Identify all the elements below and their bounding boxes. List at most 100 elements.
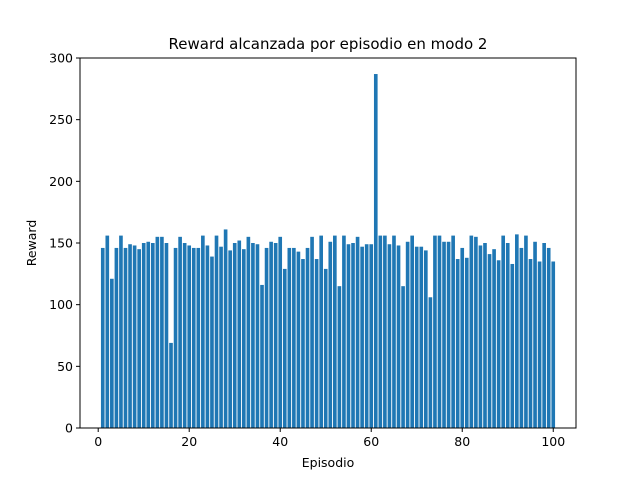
bar-episode-66 (396, 245, 401, 428)
bar-episode-43 (292, 247, 296, 428)
bar-episode-45 (301, 259, 305, 428)
bar-episode-13 (155, 236, 160, 428)
bar-episode-5 (119, 235, 123, 428)
bar-episode-8 (132, 245, 137, 428)
bar-episode-61 (373, 74, 378, 428)
x-tick-label: 100 (541, 434, 565, 449)
x-tick-label: 80 (454, 434, 470, 449)
bar-episode-26 (214, 235, 219, 428)
bar-episode-99 (546, 247, 551, 428)
bar-episode-82 (469, 235, 474, 428)
bar-episode-69 (410, 235, 414, 428)
bar-episode-4 (114, 247, 119, 428)
bar-episode-27 (219, 246, 223, 428)
bar-episode-76 (442, 241, 446, 428)
bar-episode-6 (123, 247, 128, 428)
bar-episode-56 (351, 243, 355, 428)
bar-episode-40 (278, 236, 283, 428)
bar-episode-33 (246, 236, 251, 428)
x-axis-label: Episodio (302, 455, 355, 470)
bar-episode-16 (169, 342, 173, 428)
bar-episode-41 (282, 268, 287, 428)
bar-episode-32 (242, 249, 246, 428)
x-axis: 0 20 40 60 80 100 (94, 428, 565, 449)
y-tick-label: 50 (57, 359, 73, 374)
x-tick-label: 0 (94, 434, 102, 449)
bar-episode-83 (474, 236, 478, 428)
x-tick-label: 20 (181, 434, 197, 449)
bar-episode-96 (533, 241, 537, 428)
bar-episode-84 (478, 245, 483, 428)
bar-episode-28 (223, 229, 228, 428)
bar-episode-48 (314, 259, 319, 428)
bar-episode-79 (455, 259, 460, 428)
bar-episode-14 (160, 236, 164, 428)
bar-episode-22 (196, 247, 201, 428)
bar-episode-34 (251, 243, 255, 428)
bar-episode-67 (401, 286, 405, 428)
bar-episode-10 (141, 243, 146, 428)
bar-episode-68 (405, 241, 410, 428)
bar-episode-21 (191, 247, 196, 428)
bar-episode-55 (346, 244, 351, 428)
bar-episode-50 (323, 268, 328, 428)
bar-episode-72 (424, 250, 428, 428)
y-tick-label: 0 (65, 421, 73, 436)
bar-episode-77 (446, 241, 451, 428)
bar-episode-94 (524, 235, 528, 428)
bar-episode-90 (505, 243, 510, 428)
bar-episode-80 (460, 247, 465, 428)
bar-episode-91 (510, 263, 515, 428)
bar-episode-78 (451, 235, 455, 428)
bar-episode-15 (164, 243, 169, 428)
y-axis: 0 50 100 150 200 250 300 (49, 51, 80, 436)
bar-episode-93 (519, 247, 524, 428)
bars-group (100, 74, 556, 428)
bar-episode-11 (146, 241, 151, 428)
bar-episode-49 (319, 235, 323, 428)
bar-episode-39 (273, 243, 278, 428)
bar-episode-92 (515, 234, 519, 428)
bar-episode-75 (437, 235, 442, 428)
bar-episode-37 (264, 247, 269, 428)
bar-episode-17 (173, 247, 178, 428)
bar-episode-100 (551, 261, 556, 428)
bar-episode-25 (210, 256, 214, 428)
y-tick-label: 300 (49, 51, 73, 66)
bar-episode-47 (310, 236, 314, 428)
bar-episode-52 (333, 235, 337, 428)
chart-title: Reward alcanzada por episodio en modo 2 (169, 35, 488, 53)
y-axis-label: Reward (24, 220, 39, 267)
bar-episode-71 (419, 246, 424, 428)
bar-episode-57 (355, 236, 360, 428)
x-tick-label: 60 (363, 434, 379, 449)
bar-episode-85 (483, 243, 487, 428)
bar-episode-24 (205, 245, 210, 428)
bar-episode-51 (328, 241, 333, 428)
bar-episode-58 (360, 246, 364, 428)
bar-episode-42 (287, 247, 292, 428)
bar-episode-73 (428, 297, 433, 428)
bar-episode-88 (496, 260, 501, 428)
bar-episode-20 (187, 245, 192, 428)
bar-episode-18 (178, 236, 182, 428)
bar-episode-44 (296, 251, 301, 428)
y-tick-label: 150 (49, 236, 73, 251)
bar-episode-35 (255, 244, 260, 428)
bar-episode-30 (232, 243, 237, 428)
bar-episode-7 (128, 244, 132, 428)
bar-episode-64 (387, 244, 392, 428)
y-tick-label: 250 (49, 112, 73, 127)
bar-episode-46 (305, 247, 310, 428)
bar-episode-98 (542, 243, 546, 428)
y-tick-label: 200 (49, 174, 73, 189)
bar-episode-86 (487, 254, 492, 428)
bar-episode-29 (228, 250, 232, 428)
bar-episode-1 (100, 247, 105, 428)
bar-episode-36 (260, 284, 264, 428)
bar-episode-23 (201, 235, 205, 428)
bar-episode-89 (501, 235, 506, 428)
bar-episode-2 (105, 235, 110, 428)
bar-episode-3 (110, 278, 114, 428)
